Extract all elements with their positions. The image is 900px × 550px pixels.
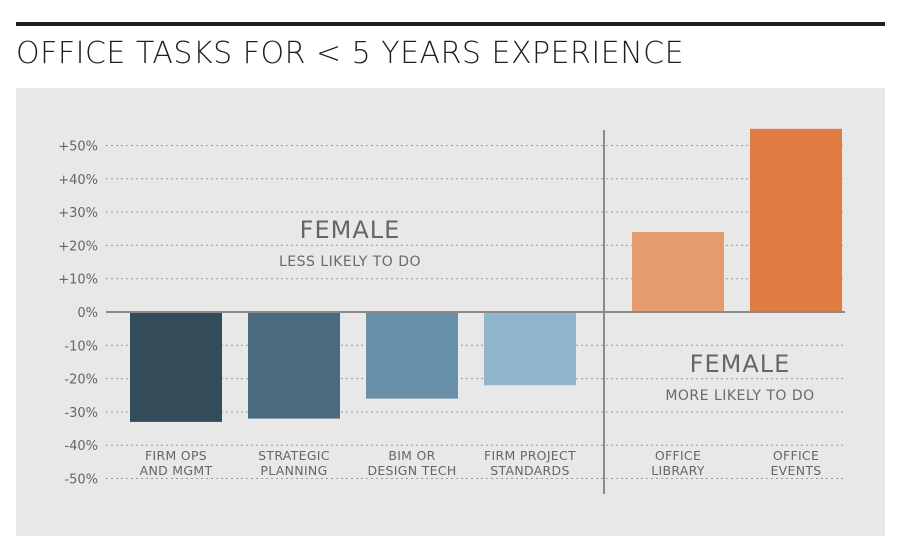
bar xyxy=(248,312,340,419)
x-category-label: STRATEGIC xyxy=(258,448,330,463)
y-tick-label: +30% xyxy=(58,206,98,221)
annotation-subtext: LESS LIKELY TO DO xyxy=(279,254,421,270)
y-tick-label: +40% xyxy=(58,173,98,188)
x-category-label: FIRM OPS xyxy=(145,448,207,463)
y-tick-label: +20% xyxy=(58,239,98,254)
x-category-label: STANDARDS xyxy=(490,463,569,478)
y-tick-label: -30% xyxy=(64,406,98,421)
y-tick-label: -20% xyxy=(64,373,98,388)
x-category-label: PLANNING xyxy=(260,463,327,478)
x-category-label: BIM OR xyxy=(388,448,435,463)
bar xyxy=(750,128,842,312)
y-tick-label: -50% xyxy=(64,473,98,488)
x-category-label: EVENTS xyxy=(770,463,821,478)
y-tick-label: -40% xyxy=(64,439,98,454)
x-category-label: FIRM PROJECT xyxy=(484,448,576,463)
y-tick-label: +50% xyxy=(58,140,98,155)
bar xyxy=(484,312,576,386)
title-rule xyxy=(16,22,885,26)
bar xyxy=(632,232,724,312)
x-category-label: LIBRARY xyxy=(651,463,705,478)
annotation-subtext: MORE LIKELY TO DO xyxy=(665,388,814,404)
y-tick-label: +10% xyxy=(58,273,98,288)
annotation-heading: FEMALE xyxy=(300,216,401,244)
x-category-label: DESIGN TECH xyxy=(367,463,456,478)
annotation-heading: FEMALE xyxy=(690,350,791,378)
y-tick-label: -10% xyxy=(64,339,98,354)
x-category-label: AND MGMT xyxy=(140,463,213,478)
chart-title: OFFICE TASKS FOR < 5 YEARS EXPERIENCE xyxy=(16,36,685,71)
bar xyxy=(130,312,222,422)
bar xyxy=(366,312,458,399)
x-category-label: OFFICE xyxy=(655,448,701,463)
x-category-label: OFFICE xyxy=(773,448,819,463)
y-tick-label: 0% xyxy=(77,306,98,321)
